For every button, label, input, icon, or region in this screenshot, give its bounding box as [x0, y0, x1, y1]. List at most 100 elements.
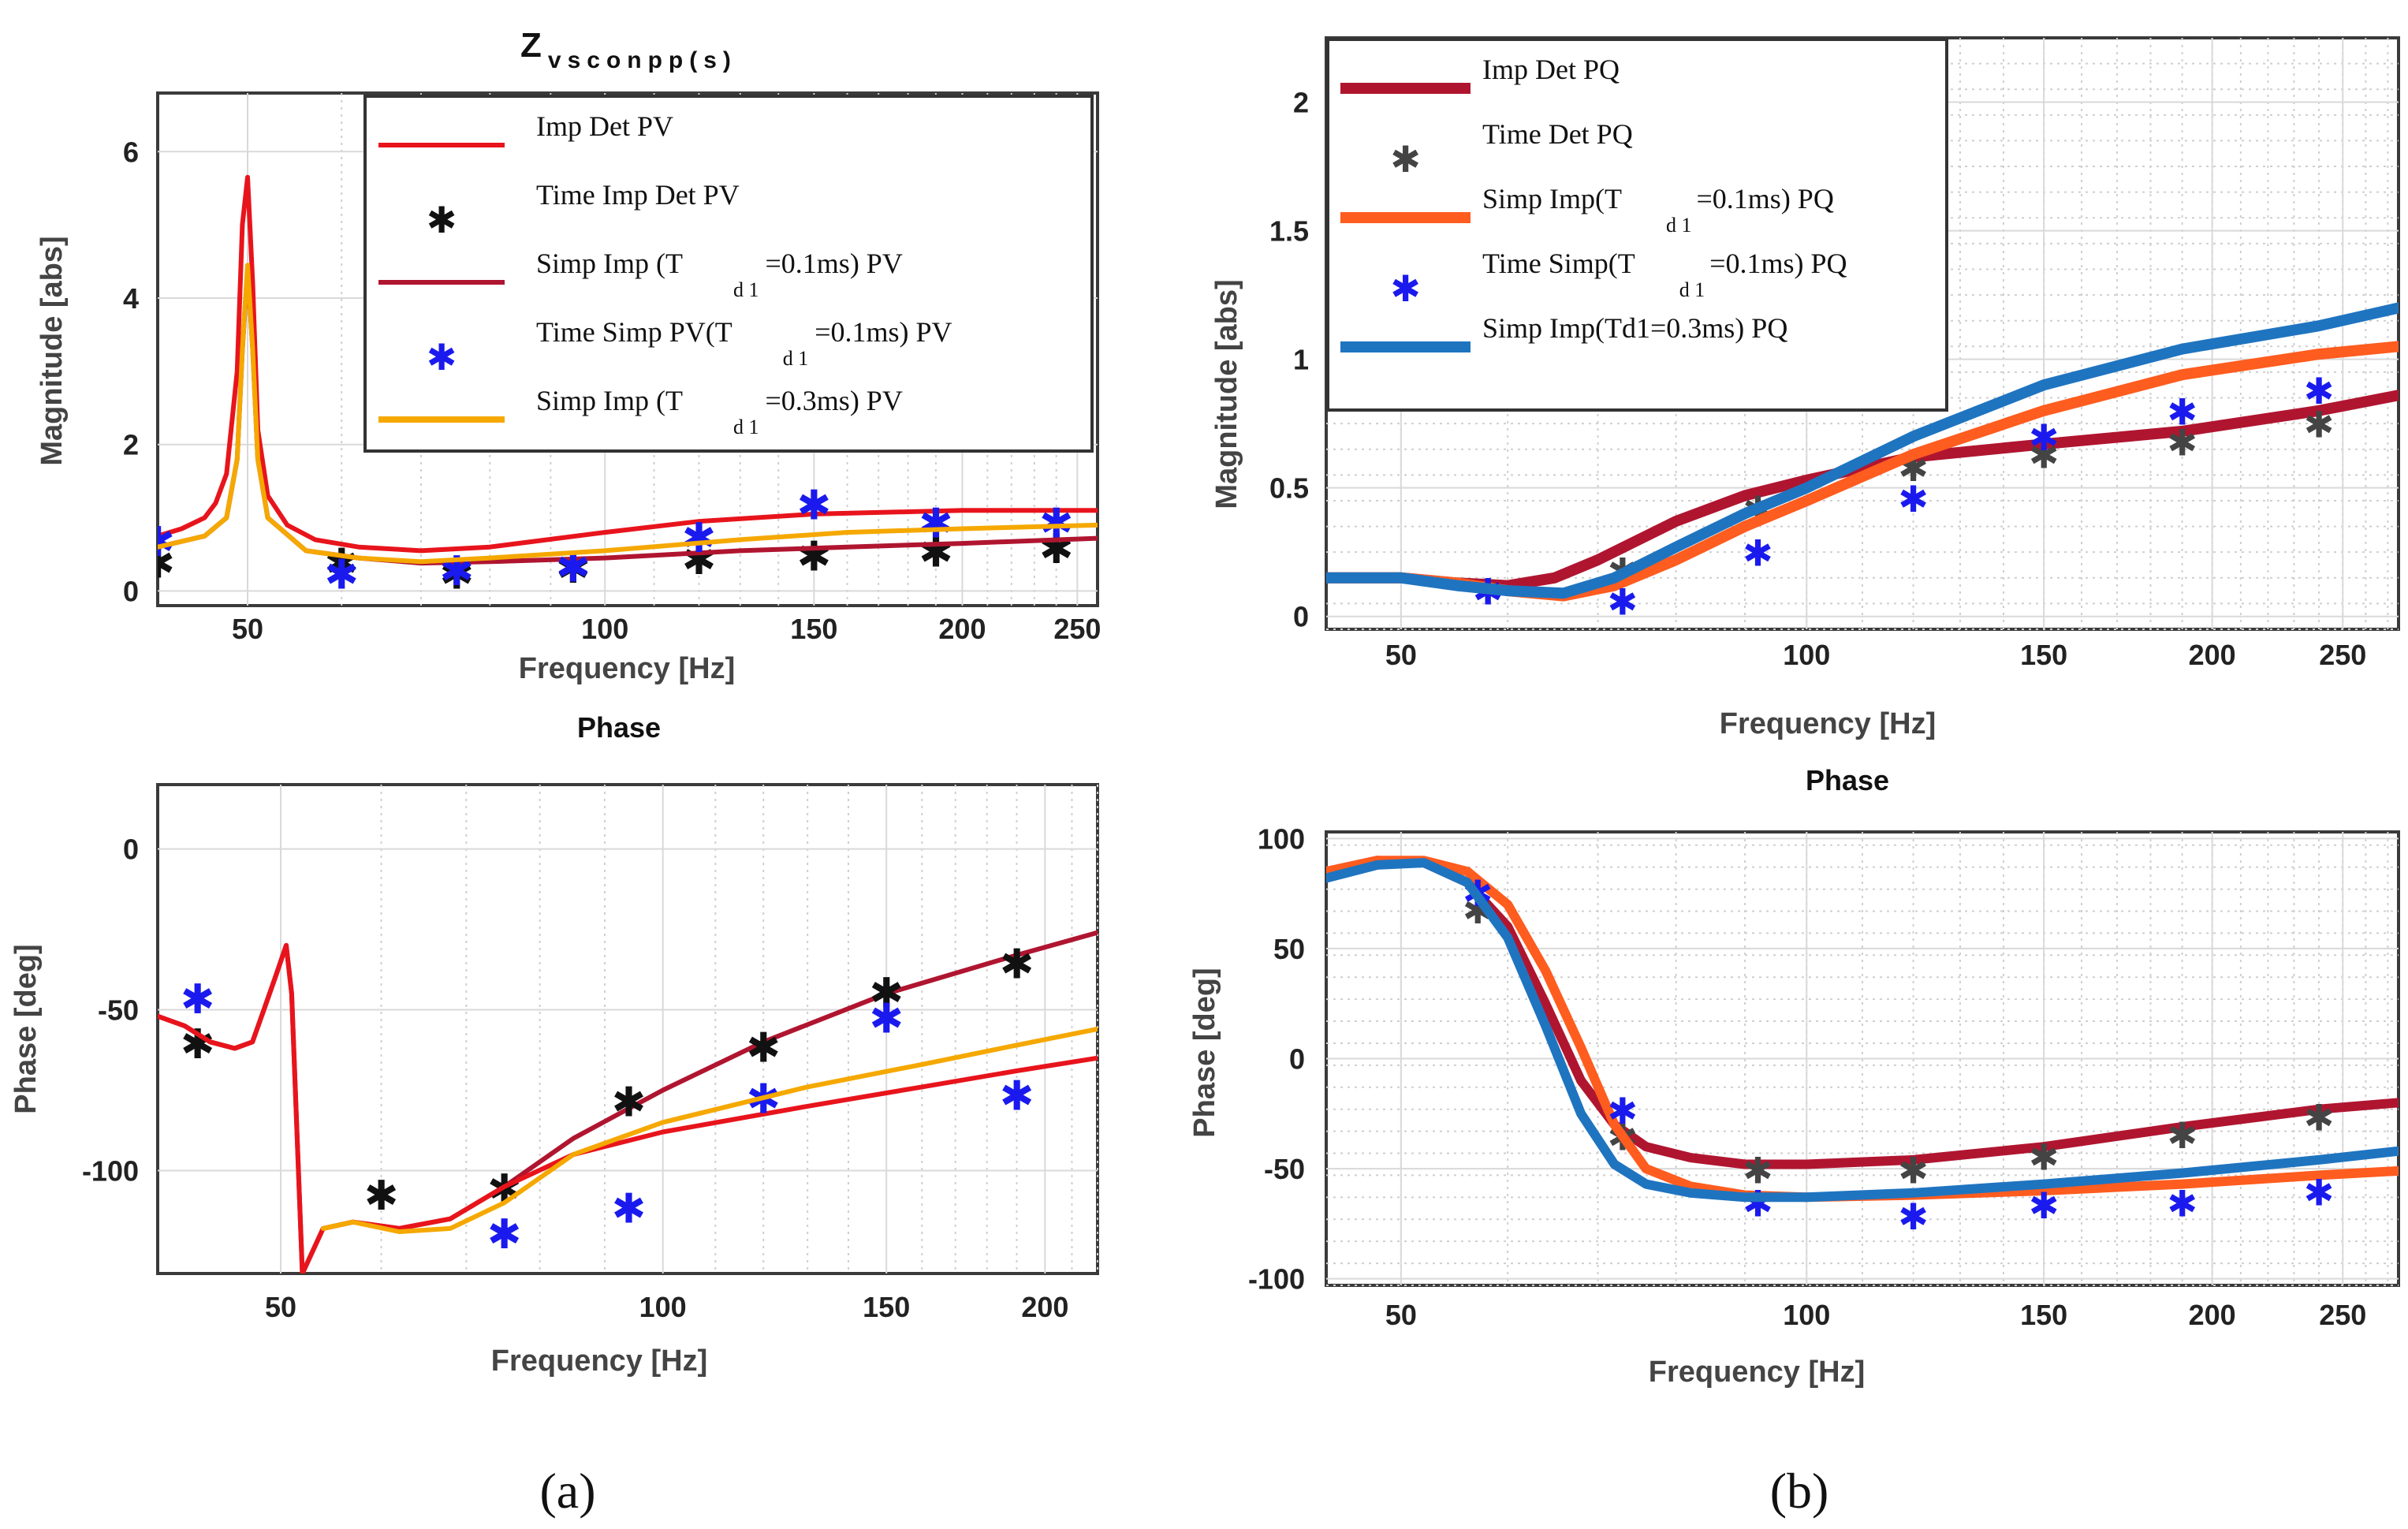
series-marker: ✱ [1000, 1073, 1034, 1121]
chart-b-phase-xlabel: Frequency [Hz] [1649, 1356, 1865, 1389]
legend-entry: Simp Imp(Td1=0.3ms) PQ [1482, 312, 1787, 344]
x-tick-label: 250 [2319, 639, 2366, 671]
chart-a-magnitude-xlabel: Frequency [Hz] [519, 652, 735, 685]
series-marker: ✱ [140, 541, 175, 588]
series-marker: ✱ [2029, 434, 2059, 477]
legend-marker: ✱ [1390, 267, 1421, 310]
series-marker: ✱ [181, 976, 215, 1024]
series-marker: ✱ [869, 970, 904, 1017]
series-line [1326, 302, 2399, 599]
y-tick-label: 0.5 [1269, 472, 1309, 505]
y-tick-label: 0 [1293, 601, 1309, 633]
series-marker: ✱ [797, 482, 832, 529]
legend-entry: Time Simp(Td 1=0.1ms) PQ [1482, 248, 1847, 301]
y-tick-label: 1.5 [1269, 215, 1309, 248]
series-marker: ✱ [2029, 416, 2059, 459]
y-tick-label: -100 [1248, 1263, 1305, 1296]
series-line [1326, 856, 2399, 1203]
series-marker: ✱ [1607, 581, 1638, 624]
chart-b-legend-box [1326, 38, 1948, 412]
y-tick-label: 0 [123, 833, 139, 866]
chart-a-phase-xlabel: Frequency [Hz] [491, 1344, 707, 1378]
series-marker: ✱ [2167, 421, 2197, 464]
series-marker: ✱ [1039, 526, 1074, 573]
series-marker: ✱ [612, 1080, 647, 1127]
series-line [158, 263, 1098, 565]
chart-b-phase-title: Phase [1806, 764, 1889, 796]
legend-entry: Imp Det PQ [1482, 54, 1620, 85]
series-marker: ✱ [1000, 941, 1034, 988]
chart-b-magnitude-xlabel: Frequency [Hz] [1720, 707, 1936, 740]
x-tick-label: 250 [2319, 1299, 2366, 1331]
series-line [320, 1027, 1098, 1234]
series-marker: ✱ [2029, 1136, 2059, 1179]
x-tick-label: 100 [639, 1291, 687, 1323]
x-tick-label: 50 [1385, 639, 1417, 671]
legend-entry: Simp Imp (Td 1=0.1ms) PV [536, 248, 903, 301]
chart-a-legend: Imp Det PV ✱ Time Imp Det PV Simp Imp (Td 1… [363, 95, 1094, 453]
x-tick-label: 50 [1385, 1299, 1417, 1331]
series-marker: ✱ [2167, 390, 2197, 433]
series-marker: ✱ [364, 1173, 399, 1220]
y-tick-label: 100 [1258, 822, 1305, 855]
series-marker: ✱ [1743, 1149, 1773, 1192]
panel-label-a: (a) [539, 1463, 595, 1519]
legend-entry: Time Simp PV(Td 1=0.1ms) PV [536, 316, 952, 370]
chart-b-legend: Imp Det PQ ✱ Time Det PQ Simp Imp(Td 1=0.1m… [1326, 38, 1948, 412]
series-marker: ✱ [2304, 1096, 2335, 1139]
x-tick-label: 100 [1783, 639, 1830, 671]
legend-entry: Simp Imp (Td 1=0.3ms) PV [536, 385, 903, 438]
series-marker: ✱ [919, 501, 953, 548]
chart-a-phase-title: Phase [577, 711, 661, 744]
x-tick-label: 200 [2189, 1299, 2236, 1331]
series-marker: ✱ [869, 996, 904, 1043]
series-marker: ✱ [1898, 1149, 1929, 1192]
y-tick-label: 0 [123, 575, 139, 607]
legend-entry: Simp Imp(Td 1=0.1ms) PQ [1482, 183, 1834, 237]
legend-marker: ✱ [427, 199, 457, 241]
x-tick-label: 50 [265, 1291, 296, 1323]
legend-entry: Time Det PQ [1482, 118, 1633, 150]
series-line [1326, 858, 2399, 1203]
series-marker: ✱ [612, 1185, 647, 1233]
chart-a-phase-ylabel: Phase [deg] [9, 944, 43, 1113]
chart-a-magnitude-ylabel: Magnitude [abs] [35, 236, 69, 465]
chart-a-legend-box [363, 95, 1094, 453]
legend-marker: ✱ [427, 336, 457, 379]
y-tick-label: 4 [123, 282, 139, 315]
chart-a-phase-frame [156, 783, 1099, 1275]
series-marker: ✱ [2029, 1184, 2059, 1227]
series-marker: ✱ [140, 519, 175, 566]
legend-marker: ✱ [1390, 138, 1421, 181]
series-marker: ✱ [2304, 1171, 2335, 1214]
chart-b-phase-ylabel: Phase [deg] [1188, 968, 1221, 1137]
y-tick-label: 2 [1293, 87, 1309, 119]
x-tick-label: 200 [2189, 639, 2236, 671]
y-tick-label: 50 [1273, 933, 1305, 965]
y-tick-label: 0 [1289, 1043, 1305, 1076]
y-tick-label: 6 [123, 136, 139, 168]
x-tick-label: 50 [232, 613, 263, 645]
series-marker: ✱ [682, 515, 717, 562]
x-tick-label: 150 [790, 613, 837, 645]
series-marker: ✱ [2304, 370, 2335, 412]
series-marker: ✱ [2167, 1182, 2197, 1225]
series-marker: ✱ [487, 1211, 522, 1259]
y-tick-label: -50 [98, 994, 139, 1027]
series-marker: ✱ [746, 1024, 781, 1072]
x-tick-label: 200 [938, 613, 986, 645]
series-marker: ✱ [1607, 1090, 1638, 1132]
y-tick-label: -50 [1264, 1153, 1305, 1185]
series-marker: ✱ [487, 1166, 522, 1214]
legend-entry: Time Imp Det PV [536, 179, 740, 211]
series-marker: ✱ [919, 530, 953, 577]
series-marker: ✱ [1743, 532, 1773, 575]
x-tick-label: 200 [1021, 1291, 1068, 1323]
panel-label-b: (b) [1770, 1463, 1829, 1519]
x-tick-label: 100 [581, 613, 628, 645]
